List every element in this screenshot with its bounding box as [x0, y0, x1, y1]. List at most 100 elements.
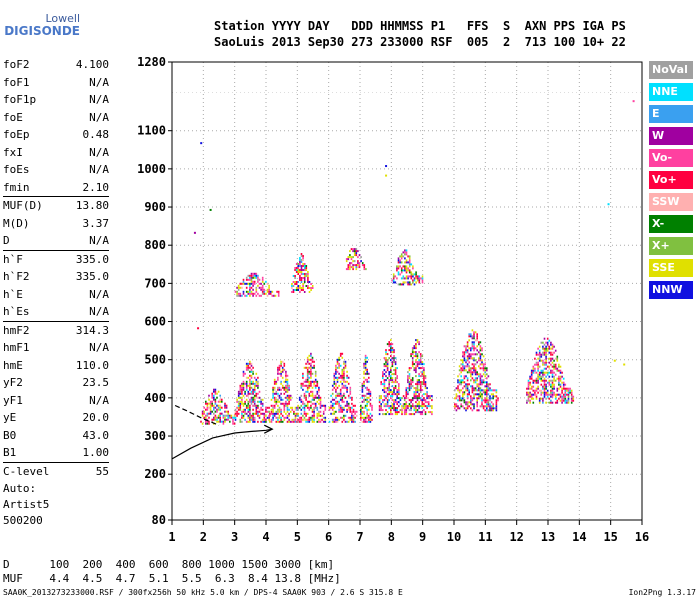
echo-point: [423, 403, 425, 406]
echo-point: [538, 365, 541, 368]
echo-point: [543, 383, 546, 386]
echo-point: [313, 408, 315, 411]
echo-point: [486, 391, 488, 394]
echo-point: [427, 401, 430, 404]
echo-point: [261, 412, 264, 415]
echo-point: [551, 395, 554, 398]
echo-point: [369, 390, 372, 393]
echo-point: [346, 374, 348, 377]
echo-point: [305, 362, 307, 365]
echo-point: [473, 357, 475, 360]
echo-point: [292, 285, 295, 287]
echo-point: [429, 405, 432, 408]
param-row: B1 1.00: [3, 444, 109, 462]
echo-point: [371, 408, 373, 411]
echo-point: [410, 275, 413, 278]
echo-point: [397, 271, 400, 274]
echo-point: [318, 398, 320, 401]
echo-point: [339, 354, 342, 357]
echo-point: [361, 394, 364, 397]
echo-point: [343, 378, 345, 381]
echo-point: [328, 408, 331, 411]
echo-point: [335, 364, 337, 367]
echo-point: [534, 357, 536, 360]
echo-point: [242, 410, 245, 413]
echo-point: [306, 356, 309, 359]
echo-point: [303, 404, 306, 407]
echo-point: [257, 292, 259, 295]
echo-point: [253, 416, 256, 419]
echo-point: [294, 418, 297, 421]
echo-point: [558, 363, 560, 366]
echo-point: [239, 384, 242, 387]
echo-point: [250, 292, 253, 295]
echo-point: [250, 402, 253, 405]
echo-point: [424, 375, 427, 378]
echo-point: [288, 400, 290, 403]
echo-point: [458, 379, 461, 382]
echo-point: [554, 393, 557, 396]
echo-point: [396, 407, 398, 410]
echo-point: [277, 398, 279, 401]
echo-point: [343, 418, 345, 421]
echo-point: [458, 399, 461, 402]
echo-point: [288, 408, 290, 411]
echo-point: [408, 375, 411, 378]
echo-point: [561, 391, 563, 394]
echo-point: [463, 377, 466, 380]
echo-point: [260, 406, 262, 409]
echo-point: [542, 363, 544, 366]
echo-point: [399, 403, 402, 406]
echo-point: [308, 366, 311, 369]
echo-point: [424, 387, 427, 390]
echo-point: [285, 384, 287, 387]
echo-point: [530, 377, 533, 380]
echo-point: [249, 406, 251, 409]
echo-point: [548, 371, 551, 374]
echo-point: [431, 413, 433, 416]
echo-point: [474, 377, 477, 380]
echo-point: [255, 384, 258, 387]
echo-point: [297, 420, 299, 423]
echo-point: [415, 353, 417, 356]
echo-point: [366, 392, 368, 395]
echo-point: [403, 407, 406, 410]
echo-point: [368, 408, 370, 411]
echo-point: [416, 357, 419, 360]
echo-point: [458, 381, 461, 384]
echo-point: [561, 389, 563, 392]
echo-point: [295, 281, 298, 283]
echo-point: [208, 422, 210, 425]
echo-point: [529, 381, 531, 384]
echo-point: [415, 343, 417, 346]
echo-point: [305, 404, 307, 407]
echo-point: [268, 286, 270, 289]
echo-point: [241, 416, 243, 419]
echo-point: [383, 387, 386, 390]
echo-point: [255, 294, 258, 297]
echo-point: [252, 284, 254, 287]
echo-point: [250, 374, 253, 377]
echo-point: [404, 253, 406, 256]
echo-point: [331, 406, 334, 409]
echo-point: [551, 361, 554, 364]
echo-point: [214, 392, 217, 395]
echo-point: [538, 345, 541, 348]
echo-point: [313, 360, 315, 363]
echo-point: [391, 373, 394, 376]
echo-point: [250, 278, 253, 281]
echo-point: [349, 390, 352, 393]
echo-point: [537, 375, 539, 378]
echo-point: [363, 410, 365, 413]
echo-point: [542, 345, 544, 348]
echo-point: [473, 393, 475, 396]
echo-point: [281, 360, 284, 363]
echo-point: [537, 347, 539, 350]
echo-point: [538, 401, 541, 404]
x-tick-label: 14: [572, 530, 586, 544]
echo-point: [463, 353, 466, 356]
echo-point: [272, 386, 274, 389]
echo-point: [299, 275, 301, 277]
echo-point: [419, 355, 422, 358]
echo-point: [358, 266, 361, 269]
